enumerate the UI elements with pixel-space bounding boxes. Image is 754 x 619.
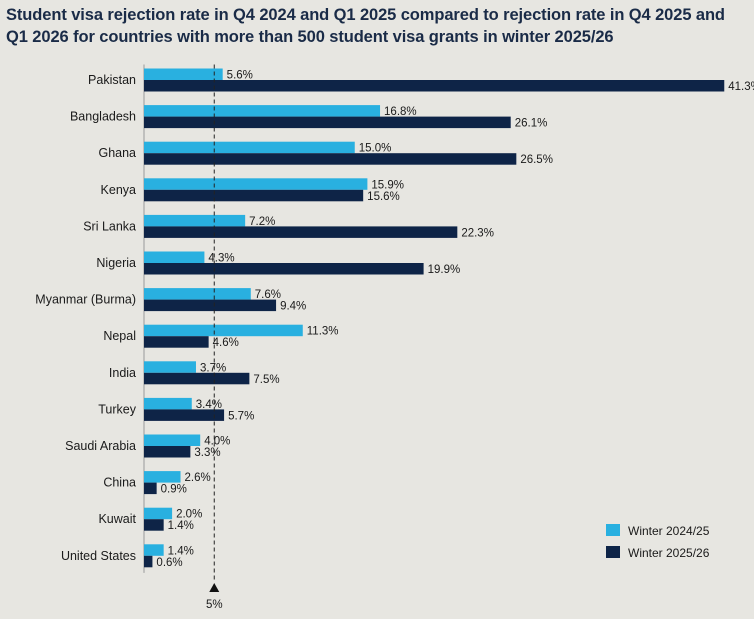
bar-winter-2025-26 xyxy=(144,153,517,165)
bar-winter-2024-25 xyxy=(144,105,381,117)
category-label: Nigeria xyxy=(96,256,136,270)
category-label: Nepal xyxy=(103,329,136,343)
data-label: 15.6% xyxy=(367,191,400,203)
category-label: Pakistan xyxy=(88,73,136,87)
bar-winter-2025-26 xyxy=(144,189,364,202)
category-label: Saudi Arabia xyxy=(65,439,136,453)
data-label: 26.5% xyxy=(520,154,553,166)
data-label: 9.4% xyxy=(280,301,306,313)
bar-winter-2024-25 xyxy=(144,507,173,520)
bar-winter-2024-25 xyxy=(144,178,368,190)
data-label: 0.9% xyxy=(161,484,187,496)
data-label: 3.4% xyxy=(196,399,222,411)
reference-marker-icon xyxy=(209,583,220,592)
category-label: Kenya xyxy=(101,183,136,197)
data-label: 1.4% xyxy=(168,520,194,532)
bar-winter-2024-25 xyxy=(144,434,201,446)
bar-winter-2025-26 xyxy=(144,409,225,421)
data-label: 4.3% xyxy=(208,253,234,265)
bar-winter-2025-26 xyxy=(144,226,458,238)
bar-winter-2024-25 xyxy=(144,324,303,337)
bar-winter-2024-25 xyxy=(144,361,196,373)
bar-winter-2025-26 xyxy=(144,372,250,385)
data-label: 19.9% xyxy=(428,264,461,276)
bar-winter-2025-26 xyxy=(144,263,424,275)
bar-winter-2025-26 xyxy=(144,446,191,458)
legend-label: Winter 2025/26 xyxy=(628,546,710,560)
bar-winter-2024-25 xyxy=(144,544,164,556)
bar-winter-2024-25 xyxy=(144,397,192,410)
bar-winter-2025-26 xyxy=(144,336,209,348)
category-label: China xyxy=(103,476,136,490)
data-label: 15.0% xyxy=(359,143,392,155)
bar-winter-2025-26 xyxy=(144,80,725,92)
category-label: United States xyxy=(61,549,136,563)
category-label: Turkey xyxy=(98,402,136,416)
bar-winter-2024-25 xyxy=(144,288,251,300)
bar-winter-2025-26 xyxy=(144,116,511,129)
category-label: Myanmar (Burma) xyxy=(35,293,136,307)
data-label: 7.2% xyxy=(249,216,275,228)
legend-label: Winter 2024/25 xyxy=(628,524,710,538)
bar-winter-2024-25 xyxy=(144,68,223,80)
data-label: 2.6% xyxy=(185,472,211,484)
category-label: Bangladesh xyxy=(70,110,136,124)
legend-swatch xyxy=(606,546,620,558)
data-label: 41.3% xyxy=(728,81,754,93)
bar-winter-2025-26 xyxy=(144,482,157,495)
bar-winter-2024-25 xyxy=(144,214,246,227)
data-label: 5.6% xyxy=(227,70,253,82)
category-label: Sri Lanka xyxy=(83,219,136,233)
bar-winter-2025-26 xyxy=(144,299,277,312)
bar-winter-2024-25 xyxy=(144,141,355,154)
data-label: 5.7% xyxy=(228,410,254,422)
category-label: Ghana xyxy=(98,146,136,160)
data-label: 7.5% xyxy=(253,374,279,386)
data-label: 7.6% xyxy=(255,289,281,301)
chart-title: Student visa rejection rate in Q4 2024 a… xyxy=(6,6,725,46)
data-label: 26.1% xyxy=(515,118,548,130)
data-label: 22.3% xyxy=(461,227,494,239)
data-label: 1.4% xyxy=(168,545,194,557)
bar-winter-2024-25 xyxy=(144,471,181,483)
data-label: 4.6% xyxy=(213,337,239,349)
data-label: 0.6% xyxy=(156,557,182,569)
bar-winter-2025-26 xyxy=(144,555,153,568)
data-label: 3.3% xyxy=(194,447,220,459)
data-label: 4.0% xyxy=(204,436,230,448)
data-label: 15.9% xyxy=(371,179,404,191)
data-label: 3.7% xyxy=(200,362,226,374)
data-label: 16.8% xyxy=(384,106,417,118)
bar-winter-2025-26 xyxy=(144,519,164,531)
category-label: Kuwait xyxy=(98,512,136,526)
legend-swatch xyxy=(606,524,620,536)
data-label: 2.0% xyxy=(176,509,202,521)
reference-label: 5% xyxy=(206,599,223,611)
category-label: India xyxy=(109,366,136,380)
bar-winter-2024-25 xyxy=(144,251,205,263)
data-label: 11.3% xyxy=(307,326,339,338)
